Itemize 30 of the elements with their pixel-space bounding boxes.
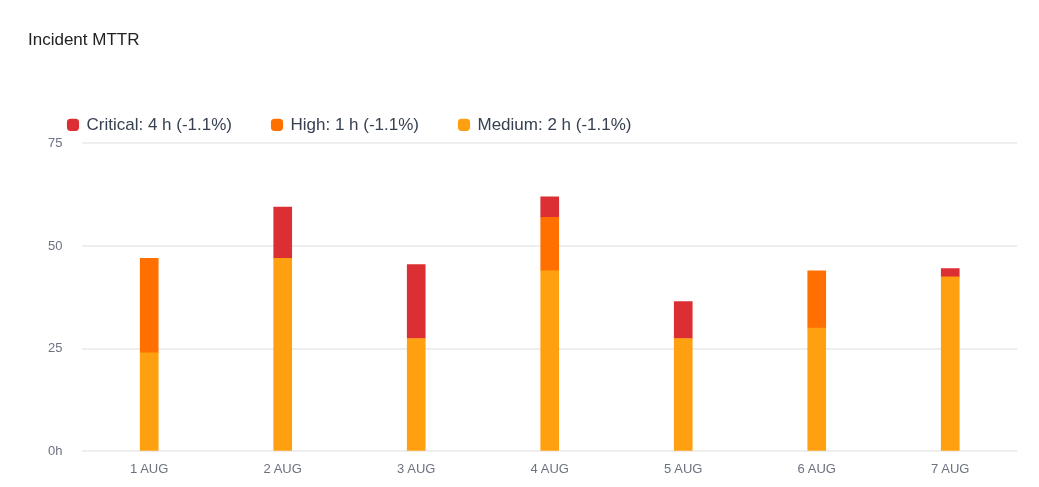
bar [139, 352, 159, 451]
bar [940, 268, 960, 278]
chart-title: Incident MTTR [28, 29, 140, 49]
x-tick-label: 4 AUG [530, 460, 569, 476]
bar [406, 338, 426, 451]
x-tick-label: 3 AUG [397, 460, 436, 476]
x-tick-label: 6 AUG [797, 460, 836, 476]
x-tick-label: 7 AUG [931, 460, 970, 476]
bar [273, 206, 293, 259]
x-tick-label: 1 AUG [130, 460, 169, 476]
bar [273, 258, 293, 451]
bar [540, 270, 560, 451]
y-tick-label: 50 [47, 237, 63, 253]
bar [673, 338, 693, 451]
legend-label: Medium: 2 h (-1.1%) [477, 114, 632, 134]
bar [540, 196, 560, 218]
y-tick-label: 75 [47, 134, 63, 150]
bar [540, 216, 560, 272]
bar [940, 276, 960, 451]
legend-label: High: 1 h (-1.1%) [290, 114, 419, 134]
y-tick-label: 0h [47, 442, 63, 458]
bar [139, 258, 159, 354]
x-tick-label: 2 AUG [263, 460, 302, 476]
y-tick-label: 25 [47, 340, 63, 356]
legend-label: Critical: 4 h (-1.1%) [86, 114, 232, 134]
bar [673, 301, 693, 339]
bar [406, 264, 426, 339]
bar [807, 270, 827, 329]
bar [807, 327, 827, 451]
x-tick-label: 5 AUG [664, 460, 703, 476]
